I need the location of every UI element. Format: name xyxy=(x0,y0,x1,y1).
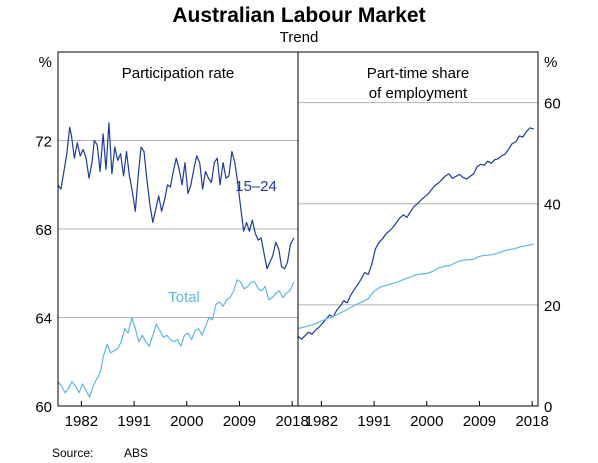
y-unit-label: % xyxy=(544,54,557,71)
x-tick-label: 2009 xyxy=(223,413,256,430)
series-label: 15–24 xyxy=(235,178,277,195)
y-tick-label: 40 xyxy=(544,197,561,214)
chart-subtitle: Trend xyxy=(280,29,319,46)
x-tick-label: 2018 xyxy=(515,413,548,430)
y-tick-label: 0 xyxy=(544,399,552,416)
y-tick-label: 72 xyxy=(35,134,52,151)
panel-title: Part-time share of employment xyxy=(367,65,470,102)
y-unit-label: % xyxy=(39,54,52,71)
x-tick-label: 2000 xyxy=(410,413,443,430)
x-tick-label: 2009 xyxy=(463,413,496,430)
x-tick-label: 1982 xyxy=(305,413,338,430)
series-line-15-24 xyxy=(57,122,295,270)
x-tick-label: 2000 xyxy=(170,413,203,430)
x-tick-label: 1991 xyxy=(117,413,150,430)
y-tick-label: 68 xyxy=(35,222,52,239)
x-tick-label: 2018 xyxy=(275,413,308,430)
y-tick-label: 64 xyxy=(35,311,52,328)
chart-title: Australian Labour Market xyxy=(172,4,425,27)
panel-title: Participation rate xyxy=(122,65,235,82)
x-tick-label: 1991 xyxy=(357,413,390,430)
y-tick-label: 20 xyxy=(544,298,561,315)
source-value: ABS xyxy=(124,446,148,460)
x-tick-label: 1982 xyxy=(65,413,98,430)
y-tick-label: 60 xyxy=(35,399,52,416)
series-line-total xyxy=(57,279,295,398)
series-line-p1-s0 xyxy=(297,127,535,340)
source-label: Source: xyxy=(52,446,93,460)
y-tick-label: 60 xyxy=(544,96,561,113)
series-label: Total xyxy=(168,289,200,306)
series-line-p1-s1 xyxy=(297,243,535,330)
